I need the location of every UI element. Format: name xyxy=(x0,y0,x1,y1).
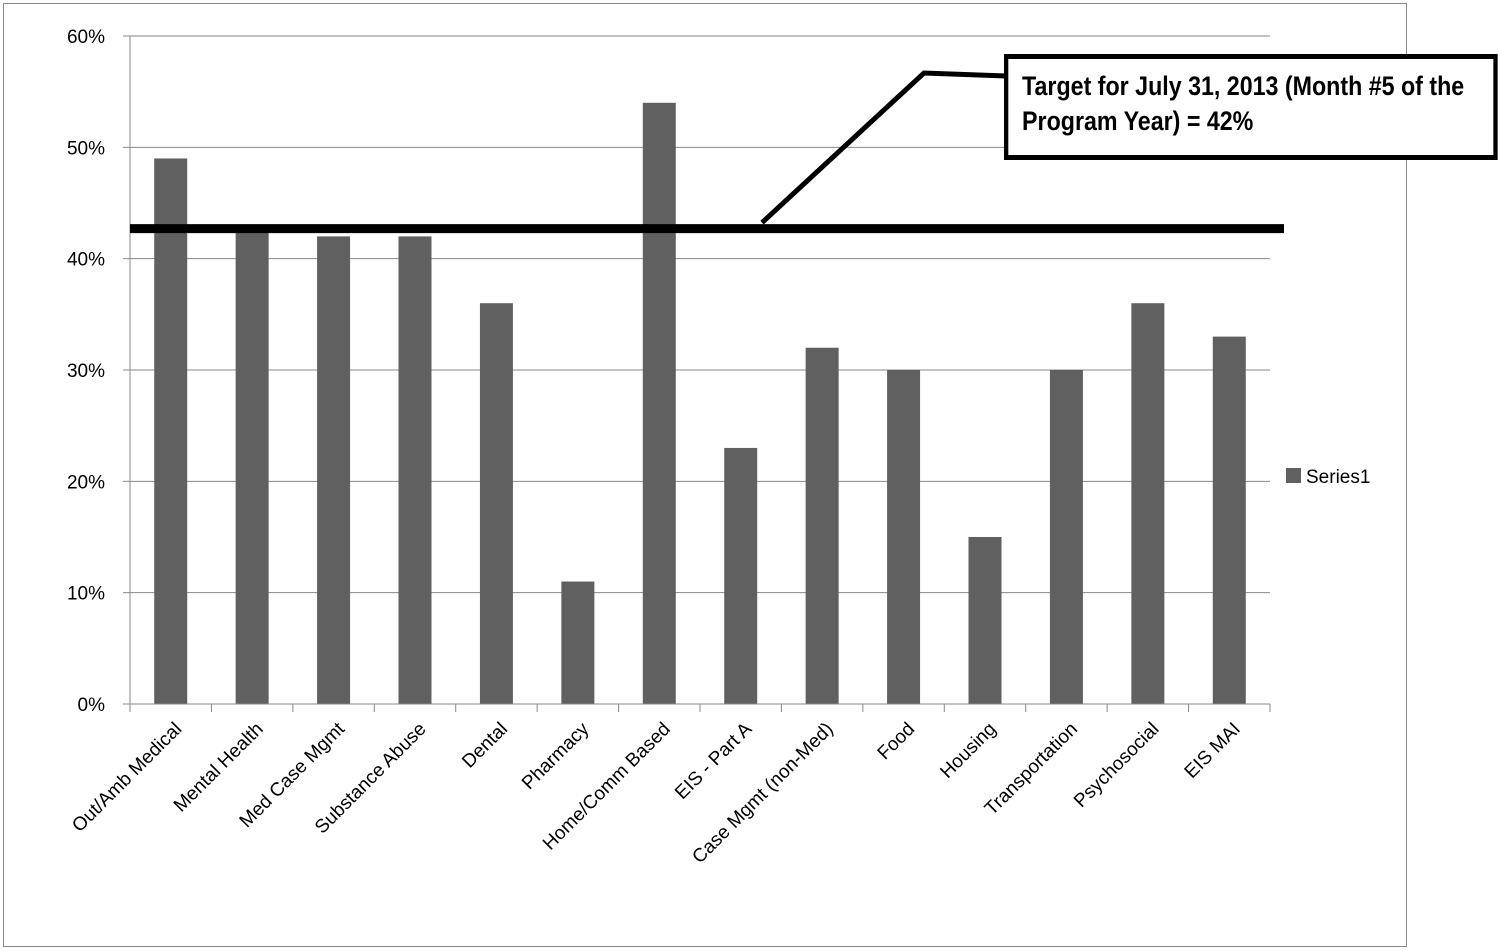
x-tick-label: EIS MAI xyxy=(1181,719,1245,783)
bar xyxy=(154,158,188,704)
legend-swatch xyxy=(1286,468,1301,483)
bar xyxy=(724,447,758,704)
bar xyxy=(398,236,432,704)
target-annotation: Target for July 31, 2013 (Month #5 of th… xyxy=(1004,54,1498,160)
target-line-group xyxy=(130,70,1284,234)
bar xyxy=(968,537,1002,704)
bar xyxy=(642,102,676,705)
x-tick-label: Pharmacy xyxy=(518,718,594,794)
x-tick-label: Housing xyxy=(936,719,1000,783)
bar xyxy=(887,370,921,704)
y-tick-label: 20% xyxy=(67,472,105,493)
y-tick-label: 30% xyxy=(67,361,105,382)
bar xyxy=(235,225,269,704)
x-tick-label: EIS - Part A xyxy=(671,718,756,803)
bar xyxy=(479,303,513,704)
bars xyxy=(154,102,1246,705)
bar xyxy=(805,347,839,704)
y-tick-label: 60% xyxy=(67,27,105,48)
x-tick-label: Dental xyxy=(458,719,512,773)
legend: Series1 xyxy=(1286,467,1370,488)
bar xyxy=(561,581,595,704)
bar xyxy=(317,236,351,704)
axes xyxy=(123,35,1271,712)
y-tick-label: 40% xyxy=(67,250,105,271)
y-tick-labels: 0% 10% 20% 30% 40% 50% 60% xyxy=(67,27,105,716)
bar xyxy=(1131,303,1165,704)
x-tick-label: Case Mgmt (non-Med) xyxy=(688,719,837,868)
x-tick-label: Food xyxy=(874,719,919,764)
x-tick-label: Psychosocial xyxy=(1070,719,1163,812)
bar xyxy=(1049,370,1083,704)
y-tick-label: 50% xyxy=(67,138,105,159)
y-tick-label: 0% xyxy=(78,695,106,716)
x-tick-label: Out/Amb Medical xyxy=(68,719,186,837)
annotation-leader-line xyxy=(760,70,1007,225)
y-tick-label: 10% xyxy=(67,584,105,605)
legend-label: Series1 xyxy=(1306,467,1370,488)
bar xyxy=(1212,336,1246,704)
